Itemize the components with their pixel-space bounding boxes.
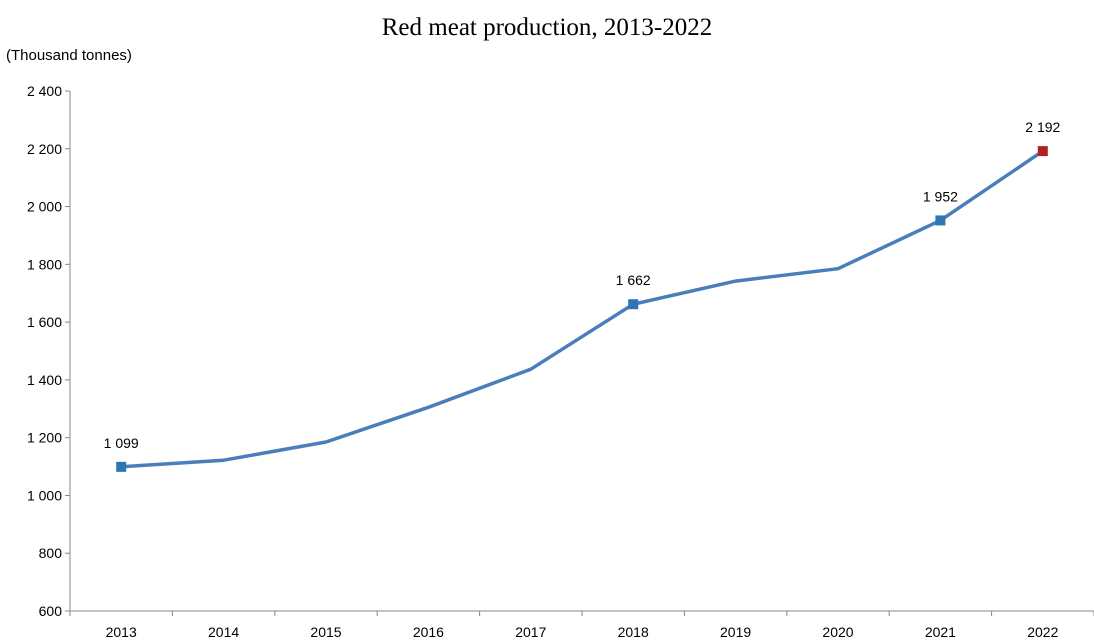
y-tick-label: 600 bbox=[39, 603, 63, 619]
x-tick-label: 2021 bbox=[925, 624, 956, 640]
data-point-marker bbox=[116, 461, 127, 472]
data-label: 1 662 bbox=[616, 272, 651, 288]
axes: 600 800 1 000 1 200 1 400 1 600 1 800 2 000 2 20… bbox=[27, 83, 1094, 640]
data-labels: 1 099 1 662 1 952 2 192 bbox=[104, 119, 1061, 451]
x-tick-label: 2016 bbox=[413, 624, 444, 640]
y-tick-label: 2 200 bbox=[27, 141, 62, 157]
data-point-marker bbox=[1037, 146, 1048, 157]
data-label: 1 952 bbox=[923, 188, 958, 204]
y-tick-label: 1 600 bbox=[27, 314, 62, 330]
y-tick-label: 1 200 bbox=[27, 430, 62, 446]
x-tick-label: 2019 bbox=[720, 624, 751, 640]
chart-title: Red meat production, 2013-2022 bbox=[381, 14, 713, 41]
x-tick-label: 2015 bbox=[310, 624, 341, 640]
y-tick-label: 2 000 bbox=[27, 199, 62, 215]
data-point-marker bbox=[935, 215, 946, 226]
y-tick-label: 1 400 bbox=[27, 372, 62, 388]
data-point-marker bbox=[628, 299, 639, 310]
x-tick-label: 2018 bbox=[618, 624, 649, 640]
data-label: 1 099 bbox=[104, 435, 139, 451]
x-tick-label: 2014 bbox=[208, 624, 239, 640]
x-tick-label: 2013 bbox=[106, 624, 137, 640]
x-tick-label: 2020 bbox=[822, 624, 853, 640]
series-red-meat bbox=[116, 146, 1048, 472]
data-label: 2 192 bbox=[1025, 119, 1060, 135]
x-tick-label: 2017 bbox=[515, 624, 546, 640]
y-tick-label: 800 bbox=[39, 545, 63, 561]
x-tick-label: 2022 bbox=[1027, 624, 1058, 640]
y-axis-unit-label: (Thousand tonnes) bbox=[6, 47, 132, 64]
y-tick-label: 2 400 bbox=[27, 83, 62, 99]
series-line bbox=[119, 149, 1045, 469]
y-tick-label: 1 000 bbox=[27, 487, 62, 503]
y-tick-label: 1 800 bbox=[27, 256, 62, 272]
